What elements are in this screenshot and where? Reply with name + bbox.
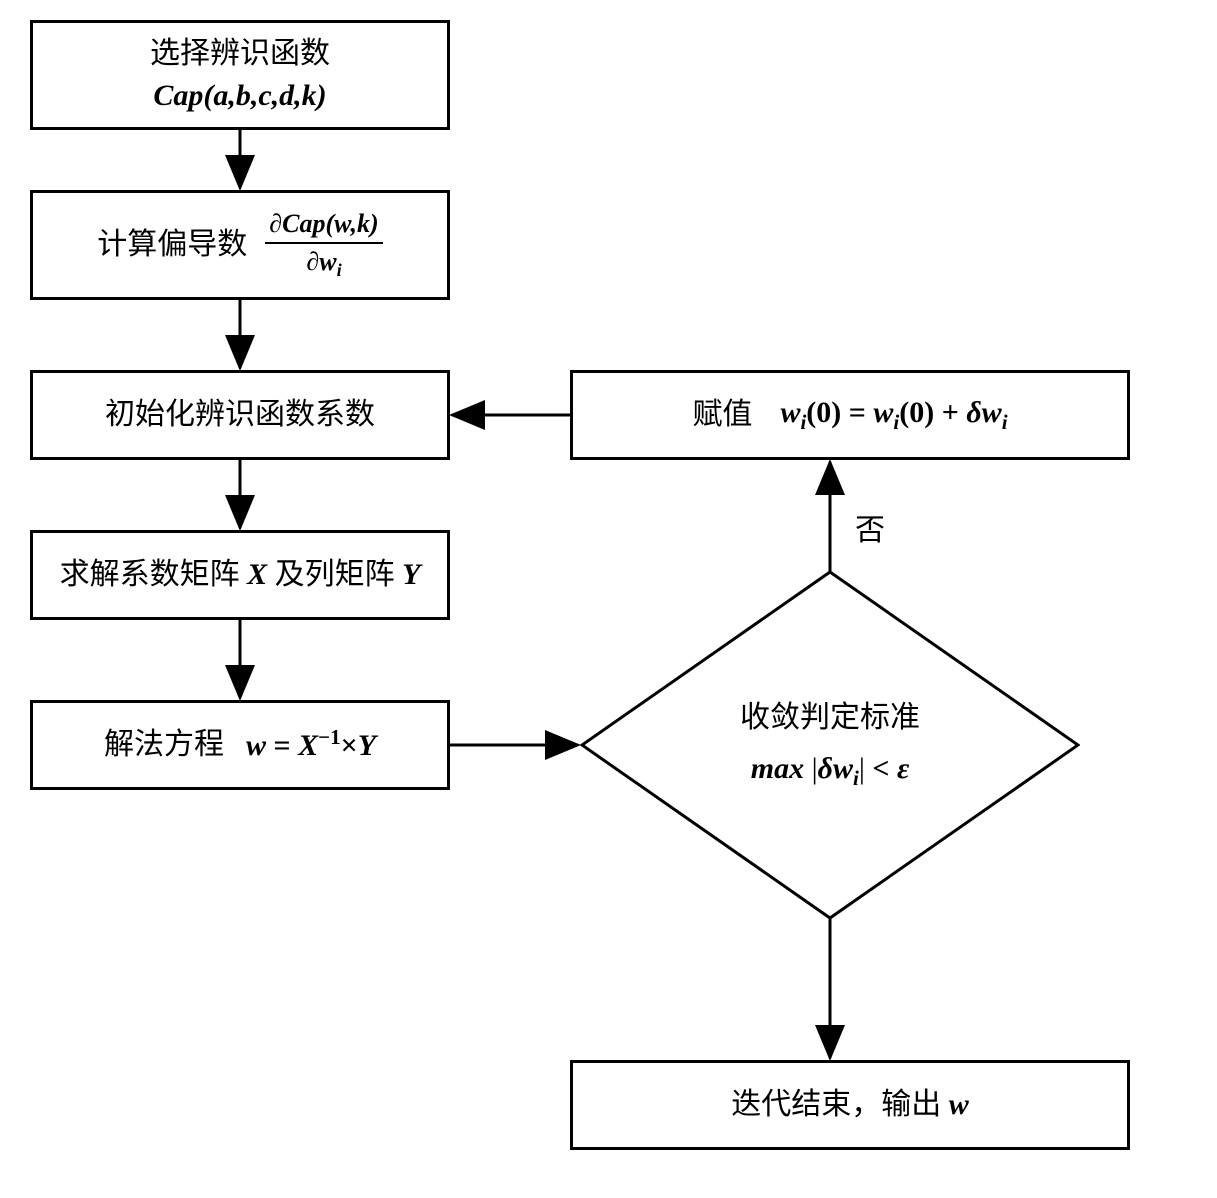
node-assign-value: 赋值 wi(0) = wi(0) + δwi [570,370,1130,460]
node-text: 迭代结束，输出 w [731,1084,969,1126]
node-formula: wi(0) = wi(0) + δwi [780,392,1007,437]
diamond-content: 收敛判定标准 max |δwi| < ε [580,570,1080,920]
fraction-numerator: ∂Cap(w,k) [265,206,382,244]
decision-convergence: 收敛判定标准 max |δwi| < ε [580,570,1080,920]
edge-label-no: 否 [855,505,885,549]
node-text: 求解系数矩阵 X 及列矩阵 Y [60,554,421,596]
fraction-denominator: ∂wi [302,244,345,284]
node-text: 选择辨识函数 [150,33,330,75]
diamond-line1: 收敛判定标准 [740,695,920,740]
node-text: 解法方程 [104,724,224,766]
node-initialize-coeffs: 初始化辨识函数系数 [30,370,450,460]
node-text: 赋值 [692,394,752,436]
node-output: 迭代结束，输出 w [570,1060,1130,1150]
node-partial-derivative: 计算偏导数 ∂Cap(w,k) ∂wi [30,190,450,300]
node-solve-equation: 解法方程 w = X−1×Y [30,700,450,790]
node-text: 初始化辨识函数系数 [105,394,375,436]
node-formula: w = X−1×Y [246,723,376,767]
node-formula: Cap(a,b,c,d,k) [153,75,326,117]
fraction: ∂Cap(w,k) ∂wi [265,206,382,284]
node-solve-matrices: 求解系数矩阵 X 及列矩阵 Y [30,530,450,620]
node-text: 计算偏导数 [97,224,247,266]
diamond-formula: max |δwi| < ε [751,746,910,795]
node-select-function: 选择辨识函数 Cap(a,b,c,d,k) [30,20,450,130]
